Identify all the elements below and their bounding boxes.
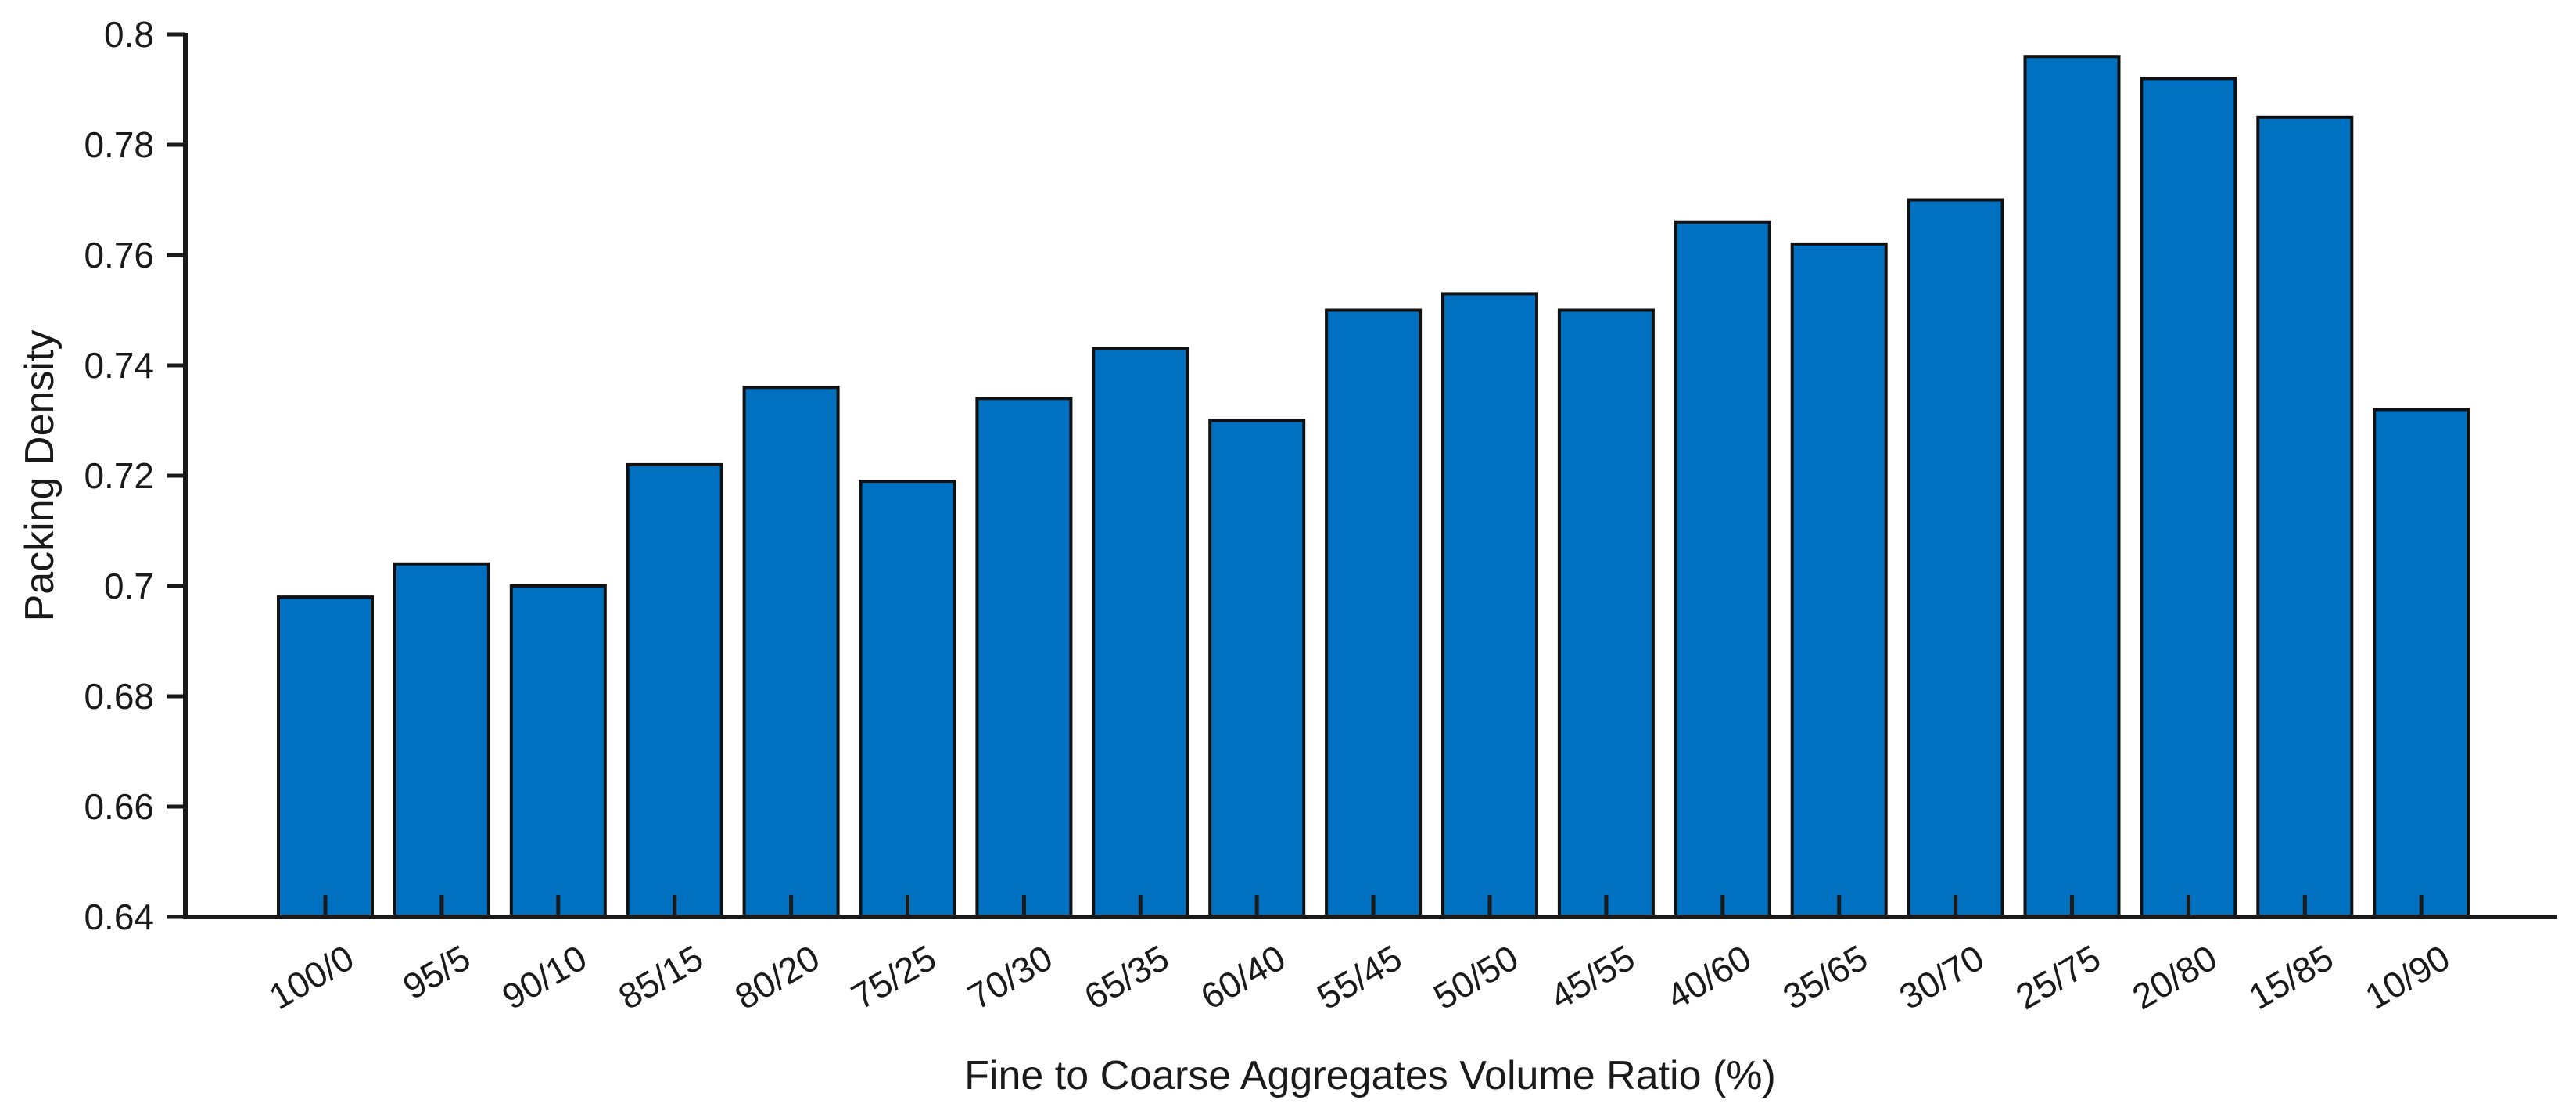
bar-65-35 xyxy=(1092,347,1189,918)
bar-25-75 xyxy=(2023,55,2121,919)
x-tick-label: 25/75 xyxy=(2009,937,2108,1018)
x-axis-label: Fine to Coarse Aggregates Volume Ratio (… xyxy=(964,1053,1776,1098)
bar-15-85 xyxy=(2256,115,2354,919)
x-tick-label: 55/45 xyxy=(1310,937,1408,1018)
x-tick-label: 60/40 xyxy=(1193,937,1292,1018)
bar-70-30 xyxy=(975,397,1073,918)
bar-100-0 xyxy=(277,595,374,918)
x-tick-label: 90/10 xyxy=(495,937,594,1018)
y-tick-label: 0.72 xyxy=(84,455,154,496)
bar-60-40 xyxy=(1208,419,1306,918)
y-tick-label: 0.78 xyxy=(84,124,154,165)
x-tick-label: 15/85 xyxy=(2242,937,2341,1018)
x-tick-label: 65/35 xyxy=(1078,937,1176,1018)
y-tick-labels: 0.64 0.66 0.68 0.7 0.72 0.74 0.76 0.78 0.8 xyxy=(84,14,154,937)
bar-35-65 xyxy=(1790,242,1888,918)
bar-80-20 xyxy=(742,386,840,918)
y-tick-label: 0.7 xyxy=(104,566,154,606)
bar-90-10 xyxy=(509,584,607,918)
x-tick-label: 75/25 xyxy=(845,937,943,1018)
x-tick-label: 100/0 xyxy=(262,937,361,1018)
x-tick-label: 35/65 xyxy=(1776,937,1875,1018)
x-tick-label: 85/15 xyxy=(612,937,710,1018)
x-tick-label: 30/70 xyxy=(1893,937,1991,1018)
y-tick-label: 0.66 xyxy=(84,786,154,827)
bar-30-70 xyxy=(1907,198,2004,918)
y-tick-label: 0.64 xyxy=(84,897,154,937)
x-tick-label: 70/30 xyxy=(961,937,1060,1018)
x-tick-label: 50/50 xyxy=(1426,937,1525,1018)
bar-45-55 xyxy=(1557,308,1655,918)
bar-55-45 xyxy=(1325,308,1423,918)
y-tick-label: 0.8 xyxy=(104,14,154,55)
x-tick-labels: 100/0 95/5 90/10 85/15 80/20 75/25 70/30 65/35 6… xyxy=(262,937,2456,1018)
y-axis-label: Packing Density xyxy=(17,330,63,622)
bar-20-80 xyxy=(2140,77,2237,918)
x-tick-label: 20/80 xyxy=(2126,937,2224,1018)
y-tick-label: 0.76 xyxy=(84,235,154,275)
x-tick-label: 80/20 xyxy=(728,937,827,1018)
bar-95-5 xyxy=(393,562,490,918)
y-tick-label: 0.68 xyxy=(84,676,154,717)
bars-layer xyxy=(277,55,2470,919)
x-tick-label: 95/5 xyxy=(396,937,477,1008)
x-tick-label: 40/60 xyxy=(1659,937,1758,1018)
ticks-layer xyxy=(167,32,2424,919)
x-tick-label: 45/55 xyxy=(1543,937,1641,1018)
y-tick-label: 0.74 xyxy=(84,345,154,386)
bar-85-15 xyxy=(626,462,723,918)
bar-75-25 xyxy=(859,480,956,918)
x-tick-label: 10/90 xyxy=(2358,937,2456,1018)
bar-10-90 xyxy=(2373,408,2470,918)
bar-40-60 xyxy=(1674,220,1771,918)
bar-50-50 xyxy=(1441,292,1538,918)
